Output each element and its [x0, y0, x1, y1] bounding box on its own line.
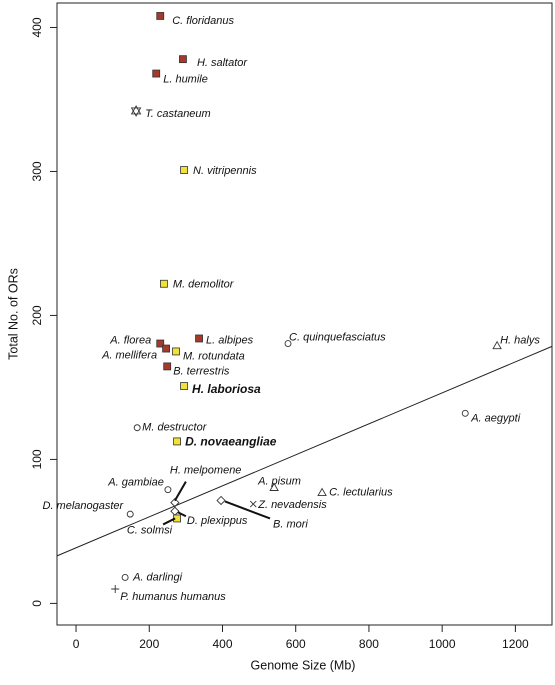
point-label: A. mellifera [101, 349, 157, 361]
point [284, 340, 292, 347]
y-tick-label: 0 [30, 600, 44, 607]
point [121, 574, 129, 581]
x-tick-label: 800 [359, 637, 379, 651]
point-label: B. mori [273, 518, 308, 530]
point-label: M. rotundata [183, 350, 245, 362]
point [180, 382, 188, 390]
point [162, 344, 171, 353]
point [156, 12, 165, 20]
point-label: H. melpomene [170, 465, 242, 477]
point [156, 339, 165, 348]
x-tick-label: 1200 [502, 637, 529, 651]
point [492, 340, 502, 350]
y-axis-title: Total No. of ORs [6, 268, 20, 360]
point [173, 437, 181, 446]
point-label: M. destructor [142, 422, 208, 434]
point-label: H. halys [500, 335, 540, 347]
point [249, 500, 257, 508]
point-label: D. melanogaster [43, 500, 125, 512]
point [179, 55, 187, 64]
point-label: N. vitripennis [193, 165, 257, 177]
leader-line [174, 481, 187, 502]
point [133, 424, 141, 432]
point-label: Z. nevadensis [257, 499, 327, 511]
point-label: L. humile [163, 73, 208, 85]
point-label: A. florea [109, 334, 151, 346]
point [164, 486, 172, 494]
x-tick-label: 200 [139, 637, 159, 651]
y-tick-label: 400 [30, 17, 44, 37]
point [216, 495, 226, 506]
point-label: D. novaeangliae [185, 435, 277, 449]
x-tick-label: 1000 [429, 637, 456, 651]
leader-line [224, 500, 271, 520]
point-label: M. demolitor [173, 279, 235, 291]
point-label: C. floridanus [172, 15, 234, 27]
leader-line [177, 511, 187, 518]
point-label: H. saltator [197, 57, 248, 69]
point-label: A. aegypti [470, 412, 520, 424]
point-label: D. plexippus [187, 515, 248, 527]
point [111, 585, 120, 594]
point [195, 334, 203, 343]
point-label: C. quinquefasciatus [289, 331, 386, 343]
point-label: L. albipes [206, 334, 254, 346]
point-label: A. darlingi [132, 571, 182, 583]
point [170, 497, 180, 508]
y-tick-label: 200 [30, 305, 44, 325]
point [163, 362, 172, 371]
point [461, 409, 469, 417]
point-label: T. castaneum [145, 108, 211, 120]
leader-line [162, 517, 176, 526]
point-label: A. gambiae [107, 477, 164, 489]
point-label: A. pisum [257, 475, 301, 487]
point [126, 510, 134, 518]
trend-line [56, 345, 553, 557]
y-tick-label: 100 [30, 449, 44, 469]
point-label: B. terrestris [173, 365, 230, 377]
point [269, 482, 279, 491]
x-tick-label: 400 [212, 637, 232, 651]
plot-frame [56, 2, 553, 626]
x-tick-label: 600 [286, 637, 306, 651]
point-label: C. lectularius [329, 486, 393, 498]
point [130, 105, 142, 117]
point [317, 487, 327, 496]
point-label: C. solmsi [127, 524, 173, 536]
point [172, 347, 180, 356]
point-label: H. laboriosa [192, 382, 261, 396]
x-tick-label: 0 [73, 637, 80, 651]
point [152, 69, 161, 78]
point [180, 166, 188, 174]
point-label: P. humanus humanus [120, 591, 226, 603]
x-axis-title: Genome Size (Mb) [251, 658, 356, 672]
point [170, 506, 180, 516]
point [160, 279, 168, 288]
y-tick-label: 300 [30, 161, 44, 181]
